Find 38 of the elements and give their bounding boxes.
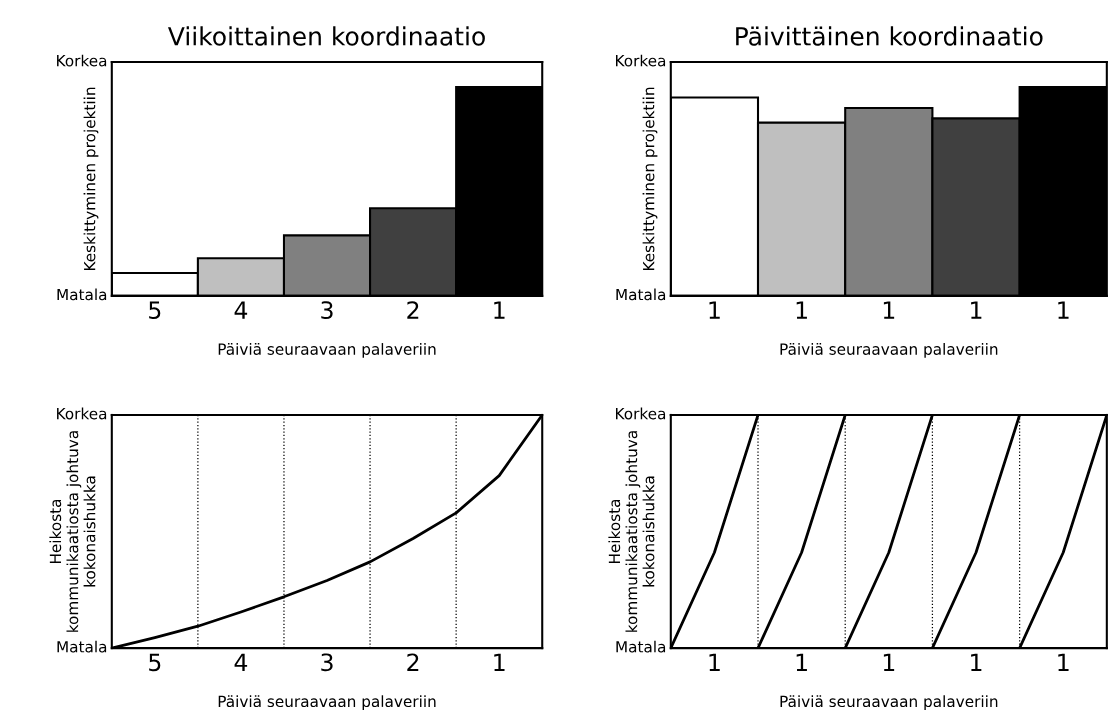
x-tick-label: 1 — [709, 301, 720, 319]
x-tick-label: 4 — [234, 653, 248, 671]
x-tick-label: 2 — [407, 653, 419, 671]
text: Korkea — [616, 54, 666, 67]
chart-title: Päivittäinen koordinaatio — [736, 26, 1043, 46]
text: Korkea — [616, 407, 666, 420]
text: Korkea — [57, 54, 107, 67]
text: Matala — [57, 288, 107, 301]
x-tick-label: 3 — [321, 653, 333, 672]
x-tick-label: 1 — [883, 301, 895, 319]
y-axis-title: Keskittyminen projektiin — [642, 87, 658, 271]
x-tick-label: 1 — [883, 653, 895, 671]
x-tick-label: 1 — [796, 301, 807, 319]
x-tick-label: 5 — [149, 653, 161, 672]
x-tick-label: 1 — [709, 653, 720, 671]
x-tick-label: 1 — [1058, 653, 1069, 671]
x-axis-title: Päiviä seuraavaan palaveriin — [218, 695, 436, 711]
y-axis-title: Heikosta kommunikaatiosta johtuva kokonaishukka — [49, 431, 96, 632]
x-axis-title: Päiviä seuraavaan palaveriin — [780, 695, 998, 711]
y-axis-title: Heikosta kommunikaatiosta johtuva kokonaishukka — [608, 431, 655, 632]
x-tick-label: 1 — [494, 653, 505, 671]
x-axis-title: Päiviä seuraavaan palaveriin — [780, 343, 998, 358]
text: Matala — [57, 640, 107, 653]
x-tick-label: 3 — [321, 301, 333, 320]
x-tick-label: 1 — [494, 301, 505, 319]
x-tick-label: 1 — [971, 653, 982, 671]
x-tick-label: 1 — [971, 301, 982, 319]
text: Matala — [616, 288, 666, 301]
x-tick-label: 1 — [796, 653, 807, 671]
x-tick-label: 2 — [407, 301, 419, 319]
x-axis-title: Päiviä seuraavaan palaveriin — [218, 343, 436, 358]
text: Matala — [616, 640, 666, 653]
chart-title: Viikoittainen koordinaatio — [167, 26, 485, 46]
text: Korkea — [57, 407, 107, 420]
y-axis-title: Keskittyminen projektiin — [83, 87, 99, 271]
x-tick-label: 1 — [1058, 301, 1069, 319]
x-tick-label: 5 — [149, 301, 161, 320]
x-tick-label: 4 — [234, 301, 248, 319]
